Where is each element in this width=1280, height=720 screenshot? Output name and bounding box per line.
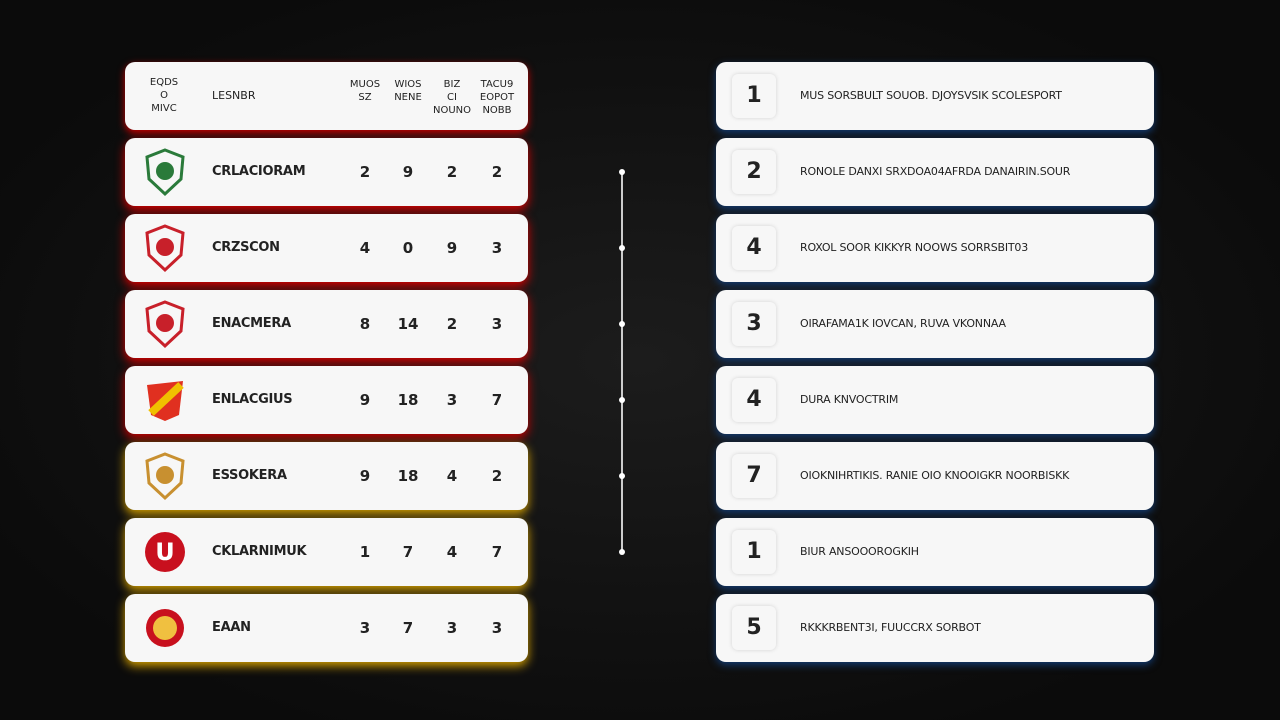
team-row: ENLACGIUS 9 18 3 7 bbox=[125, 366, 528, 434]
stat-value: 3 bbox=[491, 315, 503, 333]
stat-value: 9 bbox=[402, 163, 414, 181]
team-crest bbox=[145, 148, 185, 197]
stat-value: 4 bbox=[359, 239, 371, 257]
stat-value: 1 bbox=[359, 543, 371, 561]
team-row: CRZSCON 4 0 9 3 bbox=[125, 214, 528, 282]
column-header: NOBB bbox=[482, 105, 512, 116]
rank-number: 5 bbox=[732, 606, 776, 650]
stat-value: 7 bbox=[402, 619, 414, 637]
stat-value: 2 bbox=[446, 315, 458, 333]
stat-value: 3 bbox=[359, 619, 371, 637]
result-text: ROXOL SOOR KIKKYR NOOWS SORRSBIT03 bbox=[800, 241, 1029, 254]
team-crest bbox=[145, 224, 185, 273]
stat-value: 3 bbox=[446, 619, 458, 637]
stat-value: 0 bbox=[402, 239, 414, 257]
result-row: 5 RKKKRBENT3I, FUUCCRX SORBOT bbox=[716, 594, 1154, 662]
stat-value: 2 bbox=[491, 163, 503, 181]
team-crest bbox=[145, 300, 185, 349]
crest-header: EQDS bbox=[149, 77, 179, 88]
column-header: NENE bbox=[394, 92, 422, 103]
team-crest bbox=[146, 609, 184, 647]
team-name: EAAN bbox=[212, 620, 251, 635]
team-row: EAAN 3 7 3 3 bbox=[125, 594, 528, 662]
rank-number: 4 bbox=[732, 378, 776, 422]
stat-value: 3 bbox=[446, 391, 458, 409]
stat-value: 7 bbox=[402, 543, 414, 561]
stat-value: 4 bbox=[446, 543, 458, 561]
team-name: CRLACIORAM bbox=[212, 164, 306, 179]
rank-number: 4 bbox=[732, 226, 776, 270]
stat-value: 9 bbox=[359, 467, 371, 485]
column-header: MUOS bbox=[349, 79, 381, 90]
team-crest bbox=[145, 452, 185, 501]
column-header: NOUNO bbox=[432, 105, 472, 116]
stat-value: 8 bbox=[359, 315, 371, 333]
stat-value: 3 bbox=[491, 239, 503, 257]
rank-number: 7 bbox=[732, 454, 776, 498]
team-header: LESNBR bbox=[212, 89, 256, 102]
team-name: ENLACGIUS bbox=[212, 392, 293, 407]
result-row: 1 MUS SORSBULT SOUOB. DJOYSVSIK SCOLESPOR… bbox=[716, 62, 1154, 130]
stat-value: 9 bbox=[359, 391, 371, 409]
result-text: OIOKNIHRTIKIS. RANIE OIO KNOOIGKR NOORBI… bbox=[800, 469, 1070, 482]
team-name: ESSOKERA bbox=[212, 468, 287, 483]
stat-value: 7 bbox=[491, 391, 503, 409]
result-text: OIRAFAMA1K IOVCAN, RUVA VKONNAA bbox=[800, 317, 1006, 330]
node bbox=[619, 397, 625, 403]
result-text: RONOLE DANXI SRXDOA04AFRDA DANAIRIN.SOUR bbox=[800, 165, 1071, 178]
node bbox=[619, 473, 625, 479]
column-header: SZ bbox=[358, 92, 372, 103]
stat-value: 14 bbox=[397, 315, 419, 333]
node bbox=[619, 321, 625, 327]
node bbox=[619, 549, 625, 555]
team-crest bbox=[147, 381, 184, 421]
team-name: ENACMERA bbox=[212, 316, 291, 331]
column-header: WIOS bbox=[394, 79, 422, 90]
rank-number: 1 bbox=[732, 530, 776, 574]
team-row: CRLACIORAM 2 9 2 2 bbox=[125, 138, 528, 206]
column-header: EOPOT bbox=[479, 92, 515, 103]
team-row: U CKLARNIMUK 1 7 4 7 bbox=[125, 518, 528, 586]
result-text: BIUR ANSOOOROGKIH bbox=[800, 545, 919, 558]
rank-number: 1 bbox=[732, 74, 776, 118]
rank-number: 3 bbox=[732, 302, 776, 346]
node bbox=[619, 245, 625, 251]
stat-value: 4 bbox=[446, 467, 458, 485]
result-row: 2 RONOLE DANXI SRXDOA04AFRDA DANAIRIN.SOU… bbox=[716, 138, 1154, 206]
team-row: ESSOKERA 9 18 4 2 bbox=[125, 442, 528, 510]
column-header: TACU9 bbox=[480, 79, 514, 90]
stat-value: 18 bbox=[397, 391, 419, 409]
result-text: MUS SORSBULT SOUOB. DJOYSVSIK SCOLESPORT bbox=[800, 89, 1062, 102]
result-row: 3 OIRAFAMA1K IOVCAN, RUVA VKONNAA bbox=[716, 290, 1154, 358]
node bbox=[619, 169, 625, 175]
crest-header: O bbox=[160, 90, 168, 101]
result-row: 7 OIOKNIHRTIKIS. RANIE OIO KNOOIGKR NOORB… bbox=[716, 442, 1154, 510]
stat-value: 3 bbox=[491, 619, 503, 637]
stat-value: 7 bbox=[491, 543, 503, 561]
table-header: EQDS O MIVC LESNBR MUOS SZ WIOS NENE BIZ CI NOUNO T… bbox=[125, 62, 528, 130]
team-crest: U bbox=[145, 532, 185, 572]
team-row: ENACMERA 8 14 2 3 bbox=[125, 290, 528, 358]
team-name: CKLARNIMUK bbox=[212, 544, 307, 559]
result-text: DURA KNVOCTRIM bbox=[800, 393, 899, 406]
team-name: CRZSCON bbox=[212, 240, 280, 255]
stat-value: 18 bbox=[397, 467, 419, 485]
crest-header: MIVC bbox=[151, 103, 177, 114]
result-text: RKKKRBENT3I, FUUCCRX SORBOT bbox=[800, 621, 981, 634]
column-header: CI bbox=[447, 92, 457, 103]
svg-text:U: U bbox=[155, 538, 175, 566]
stat-value: 2 bbox=[359, 163, 371, 181]
result-row: 4 ROXOL SOOR KIKKYR NOOWS SORRSBIT03 bbox=[716, 214, 1154, 282]
rank-number: 2 bbox=[732, 150, 776, 194]
result-row: 1 BIUR ANSOOOROGKIH bbox=[716, 518, 1154, 586]
stat-value: 2 bbox=[446, 163, 458, 181]
result-row: 4 DURA KNVOCTRIM bbox=[716, 366, 1154, 434]
stat-value: 2 bbox=[491, 467, 503, 485]
stat-value: 9 bbox=[446, 239, 458, 257]
column-header: BIZ bbox=[443, 79, 461, 90]
